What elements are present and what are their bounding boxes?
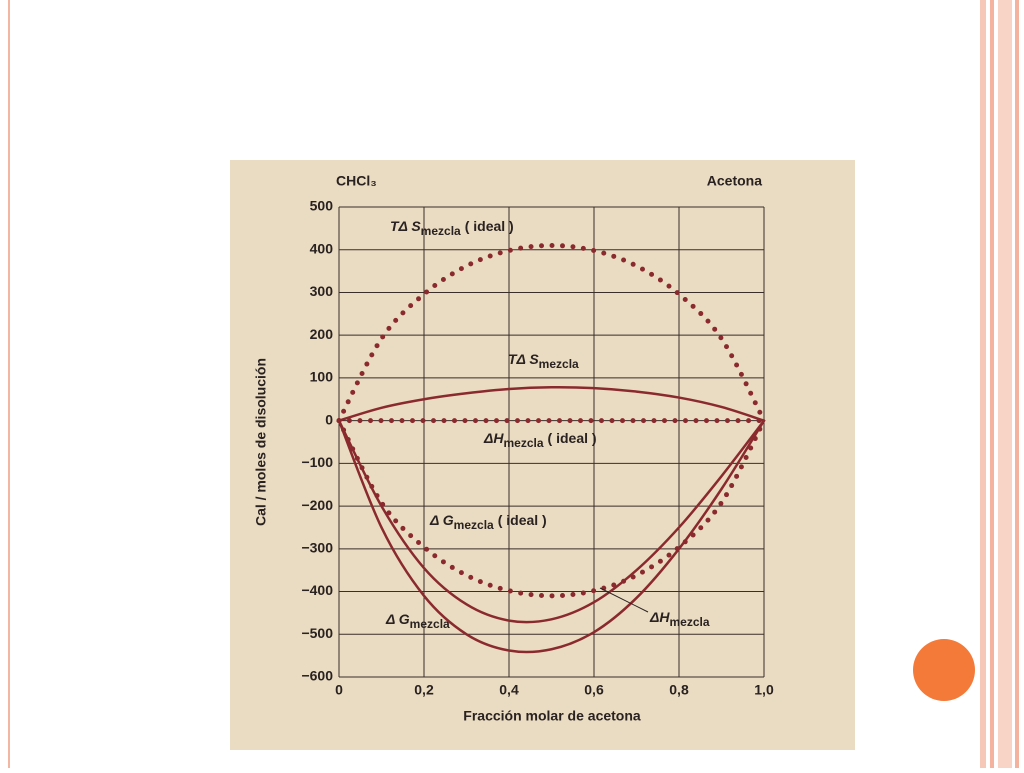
- series-qualifier: ( ideal ): [548, 430, 597, 446]
- series-name: ΔH: [483, 430, 504, 446]
- y-axis-label: Cal / moles de disolución: [253, 358, 269, 526]
- y-tick-label: 200: [310, 326, 334, 342]
- y-tick-label: −400: [301, 582, 333, 598]
- slide-stripe: [990, 0, 994, 768]
- series-name: Δ G: [385, 611, 410, 627]
- series-label: ΔHmezcla ( ideal ): [483, 430, 597, 450]
- label-pointer: [599, 587, 649, 613]
- x-tick-label: 0: [335, 682, 343, 698]
- y-tick-label: −100: [301, 454, 333, 470]
- y-tick-label: 500: [310, 198, 334, 214]
- series-name: ΔH: [649, 609, 670, 625]
- x-tick-label: 1,0: [754, 682, 774, 698]
- series-line: [337, 419, 766, 624]
- series-subscript: mezcla: [454, 518, 494, 532]
- series-name: TΔ S: [390, 218, 421, 234]
- x-tick-label: 0,8: [669, 682, 689, 698]
- series-label: Δ Gmezcla ( ideal ): [429, 512, 547, 532]
- series-subscript: mezcla: [410, 617, 450, 631]
- y-tick-label: 400: [310, 240, 334, 256]
- series-name: TΔ S: [508, 351, 539, 367]
- series-qualifier: ( ideal ): [465, 218, 514, 234]
- corner-label: Acetona: [707, 173, 762, 189]
- series-subscript: mezcla: [421, 224, 461, 238]
- series-label: TΔ Smezcla ( ideal ): [390, 218, 514, 238]
- y-tick-label: −300: [301, 540, 333, 556]
- series-name: Δ G: [429, 512, 454, 528]
- slide-dot: [913, 639, 975, 701]
- slide-stripe: [998, 0, 1012, 768]
- slide-stripe: [1015, 0, 1019, 768]
- series-subscript: mezcla: [504, 436, 544, 450]
- y-tick-label: 0: [325, 411, 333, 427]
- series-line: [336, 242, 767, 424]
- corner-label: CHCl₃: [336, 173, 377, 189]
- series-line: [336, 418, 767, 599]
- series-line: [337, 419, 766, 654]
- y-tick-label: −500: [301, 625, 333, 641]
- series-label: ΔHmezcla: [649, 609, 710, 629]
- slide-stripe: [980, 0, 986, 768]
- series-subscript: mezcla: [670, 615, 710, 629]
- series-label: Δ Gmezcla: [385, 611, 450, 631]
- y-tick-label: 100: [310, 369, 334, 385]
- series-subscript: mezcla: [539, 357, 579, 371]
- y-tick-label: −200: [301, 497, 333, 513]
- x-axis-label: Fracción molar de acetona: [463, 708, 641, 724]
- x-tick-label: 0,2: [414, 682, 434, 698]
- x-tick-label: 0,4: [499, 682, 519, 698]
- x-tick-label: 0,6: [584, 682, 604, 698]
- series-qualifier: ( ideal ): [498, 512, 547, 528]
- y-tick-label: −600: [301, 668, 333, 684]
- series-label: TΔ Smezcla: [508, 351, 579, 371]
- y-tick-label: 300: [310, 283, 334, 299]
- series-line: [337, 386, 766, 422]
